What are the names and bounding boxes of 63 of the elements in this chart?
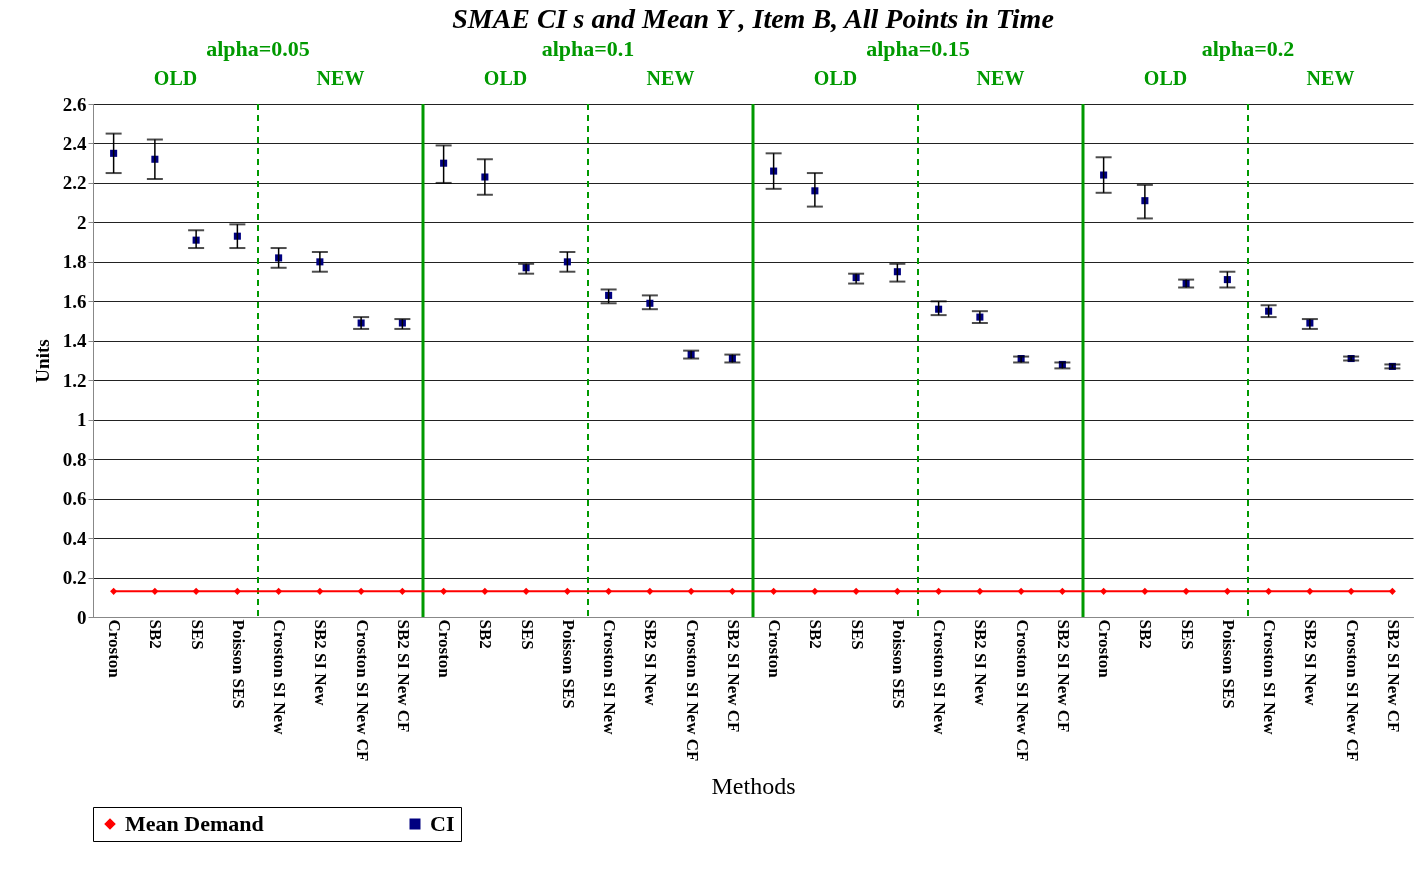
x-tick-label: SB2 SI New xyxy=(311,619,331,707)
y-tick-label: 0.2 xyxy=(62,567,87,589)
x-tick-label: SB2 SI New xyxy=(641,619,661,707)
text: OLD xyxy=(483,67,528,89)
x-tick-label: Croston SI New xyxy=(270,619,290,736)
text: NEW xyxy=(316,67,365,89)
x-tick-label: SB2 xyxy=(476,619,496,649)
x-tick-label: Croston SI New CF xyxy=(1012,619,1032,762)
x-tick-label: SB2 xyxy=(806,619,826,649)
y-tick-label: 0.6 xyxy=(62,488,87,510)
text: OLD xyxy=(1143,67,1188,89)
x-tick-label: SES xyxy=(1177,619,1197,650)
text: OLD xyxy=(813,67,858,89)
x-tick-label: Croston SI New CF xyxy=(1342,619,1362,762)
text: alpha=0.05 xyxy=(206,36,310,61)
x-tick-label: SES xyxy=(517,619,537,650)
text: alpha=0.15 xyxy=(866,36,970,61)
text: NEW xyxy=(976,67,1025,89)
chart-title: SMAE CI s and Mean Y , Item B, All Points in Time xyxy=(452,3,1054,34)
y-tick-label: 2.6 xyxy=(62,93,87,115)
x-tick-label: Croston SI New CF xyxy=(682,619,702,762)
y-tick-label: 0.4 xyxy=(62,527,87,549)
legend-label: CI xyxy=(430,811,455,836)
x-tick-label: SB2 xyxy=(1136,619,1156,649)
x-tick-label: Poisson SES xyxy=(888,619,908,709)
text: alpha=0.1 xyxy=(541,36,635,61)
x-tick-label: Croston xyxy=(105,619,125,679)
y-axis-title: Units xyxy=(31,339,53,383)
text: OLD xyxy=(153,67,198,89)
y-tick-label: 0 xyxy=(77,606,87,628)
text: NEW xyxy=(646,67,695,89)
x-tick-label: SB2 SI New xyxy=(971,619,991,707)
x-tick-label: Croston xyxy=(765,619,785,679)
x-tick-label: SB2 SI New xyxy=(1301,619,1321,707)
y-tick-label: 1.4 xyxy=(62,330,87,352)
x-tick-label: SES xyxy=(847,619,867,650)
x-tick-label: SES xyxy=(187,619,207,650)
x-tick-label: Poisson SES xyxy=(1218,619,1238,709)
legend-label: Mean Demand xyxy=(125,811,264,836)
x-tick-label: Poisson SES xyxy=(228,619,248,709)
x-tick-label: SB2 xyxy=(146,619,166,649)
y-tick-label: 2 xyxy=(77,211,87,233)
x-tick-label: SB2 SI New CF xyxy=(1383,619,1403,733)
y-tick-label: 1 xyxy=(77,409,87,431)
y-tick-label: 0.8 xyxy=(62,448,87,470)
x-tick-label: Croston xyxy=(435,619,455,679)
x-tick-label: SB2 SI New CF xyxy=(1053,619,1073,733)
y-tick-label: 1.8 xyxy=(62,251,87,273)
text: alpha=0.2 xyxy=(1201,36,1295,61)
x-tick-label: Croston SI New CF xyxy=(352,619,372,762)
y-tick-label: 2.4 xyxy=(62,132,87,154)
x-tick-label: Croston SI New xyxy=(1260,619,1280,736)
y-tick-label: 2.2 xyxy=(62,172,87,194)
x-axis-title: Methods xyxy=(711,773,796,800)
x-tick-label: SB2 SI New CF xyxy=(393,619,413,733)
x-tick-label: Poisson SES xyxy=(558,619,578,709)
x-tick-label: Croston SI New xyxy=(600,619,620,736)
y-tick-label: 1.6 xyxy=(62,290,87,312)
y-tick-label: 1.2 xyxy=(62,369,87,391)
text: NEW xyxy=(1306,67,1355,89)
x-tick-label: SB2 SI New CF xyxy=(723,619,743,733)
x-tick-label: Croston xyxy=(1095,619,1115,679)
x-tick-label: Croston SI New xyxy=(930,619,950,736)
